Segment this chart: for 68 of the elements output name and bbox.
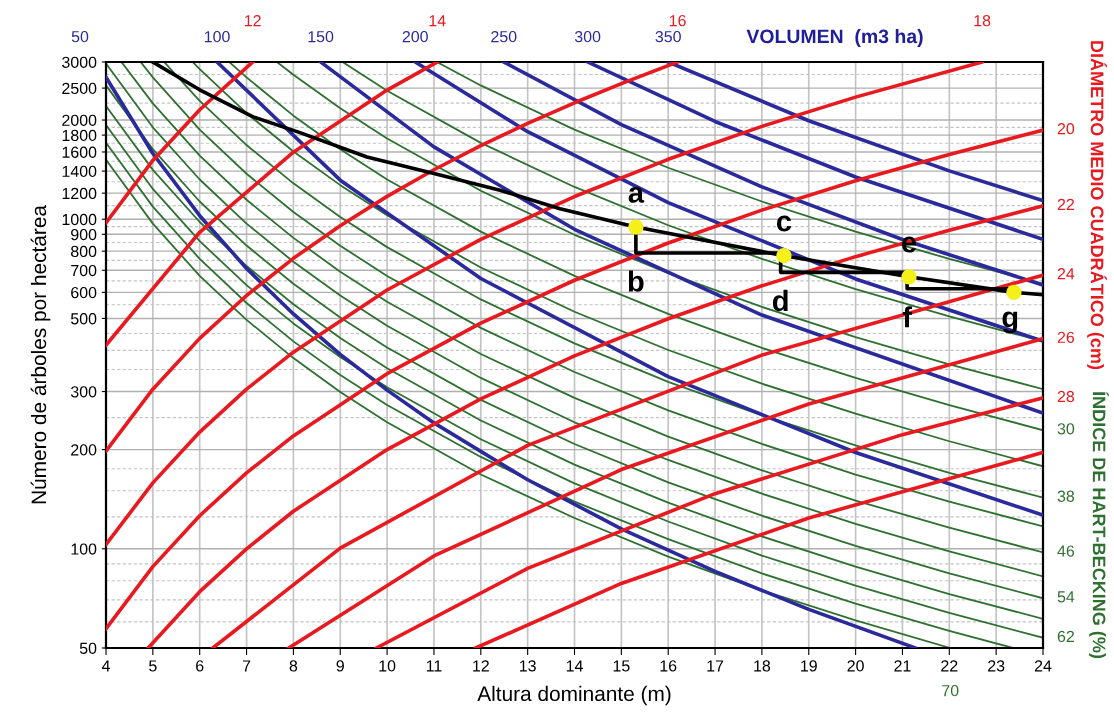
x-tick-label: 13 <box>519 660 536 672</box>
x-tick-label: 16 <box>660 660 677 672</box>
y-tick-label: 200 <box>71 444 97 456</box>
text: ÍNDICE DE HART-BECKING (%) <box>1089 392 1109 659</box>
annotation: d <box>772 289 788 312</box>
annotation: 20 <box>1057 123 1075 135</box>
y-tick-label: 2000 <box>62 114 97 126</box>
y-axis-title: Número de árboles por hectárea <box>30 205 51 504</box>
x-tick-label: 10 <box>379 660 396 672</box>
annotation: 14 <box>429 15 446 27</box>
annotation: 150 <box>308 30 334 43</box>
annotation: 12 <box>244 14 261 27</box>
annotation: c <box>776 215 792 232</box>
y-tick-label: 50 <box>79 642 97 654</box>
x-tick-label: 21 <box>894 660 911 672</box>
y-tick-label: 100 <box>71 543 97 555</box>
x-tick-label: 17 <box>707 660 724 672</box>
annotation: 16 <box>669 14 686 27</box>
annotation: 30 <box>1057 423 1075 435</box>
x-tick-label: 9 <box>336 660 344 672</box>
y-tick-label: 800 <box>71 245 97 258</box>
x-tick-label: 5 <box>149 660 157 672</box>
annotation: 26 <box>1057 331 1075 343</box>
x-tick-label: 14 <box>566 660 583 672</box>
annotation: 70 <box>942 684 959 697</box>
x-tick-label: 15 <box>613 660 630 672</box>
x-tick-label: 19 <box>801 660 817 672</box>
y-tick-label: 2500 <box>62 82 97 95</box>
x-tick-label: 7 <box>242 660 251 672</box>
x-tick-label: 22 <box>941 660 958 672</box>
y-tick-label: 3000 <box>62 56 97 68</box>
text: VOLUMEN (m3 ha) <box>746 28 923 48</box>
x-tick-label: 4 <box>101 660 110 672</box>
y-tick-label: 1400 <box>62 165 97 178</box>
x-tick-label: 24 <box>1034 660 1052 672</box>
annotation: 38 <box>1057 490 1075 502</box>
x-tick-label: 11 <box>426 660 442 672</box>
annotation: 46 <box>1057 545 1075 557</box>
y-tick-label: 700 <box>71 264 97 277</box>
annotation: 18 <box>974 14 991 27</box>
annotation: 300 <box>574 30 601 43</box>
x-tick-label: 6 <box>196 660 204 672</box>
annotation: 54 <box>1057 591 1075 603</box>
annotation: 100 <box>204 30 230 43</box>
x-tick-label: 20 <box>847 660 864 672</box>
annotation: 350 <box>655 30 681 43</box>
x-tick-label: 8 <box>289 660 298 672</box>
annotation: 28 <box>1057 390 1075 403</box>
x-axis-title: Altura dominante (m) <box>477 685 671 706</box>
annotation: 62 <box>1057 630 1074 643</box>
x-tick-label: 12 <box>473 660 489 672</box>
x-tick-label: 23 <box>988 660 1005 672</box>
annotation: 22 <box>1057 198 1074 210</box>
y-tick-label: 1800 <box>62 129 97 142</box>
annotation: a <box>628 186 645 203</box>
text: DIÁMETRO MEDIO CUADRÁTICO (cm) <box>1087 41 1107 370</box>
x-tick-label: 18 <box>754 660 771 672</box>
y-tick-label: 300 <box>70 386 97 398</box>
y-tick-label: 500 <box>70 313 97 325</box>
annotation: 24 <box>1057 268 1075 280</box>
y-tick-label: 1600 <box>62 146 97 158</box>
annotation: 200 <box>402 30 428 43</box>
y-tick-label: 1200 <box>62 187 97 200</box>
annotation: b <box>628 270 644 292</box>
y-tick-label: 900 <box>71 228 97 241</box>
y-tick-label: 1000 <box>62 213 97 226</box>
y-tick-label: 600 <box>71 286 97 299</box>
annotation: 250 <box>491 30 517 43</box>
